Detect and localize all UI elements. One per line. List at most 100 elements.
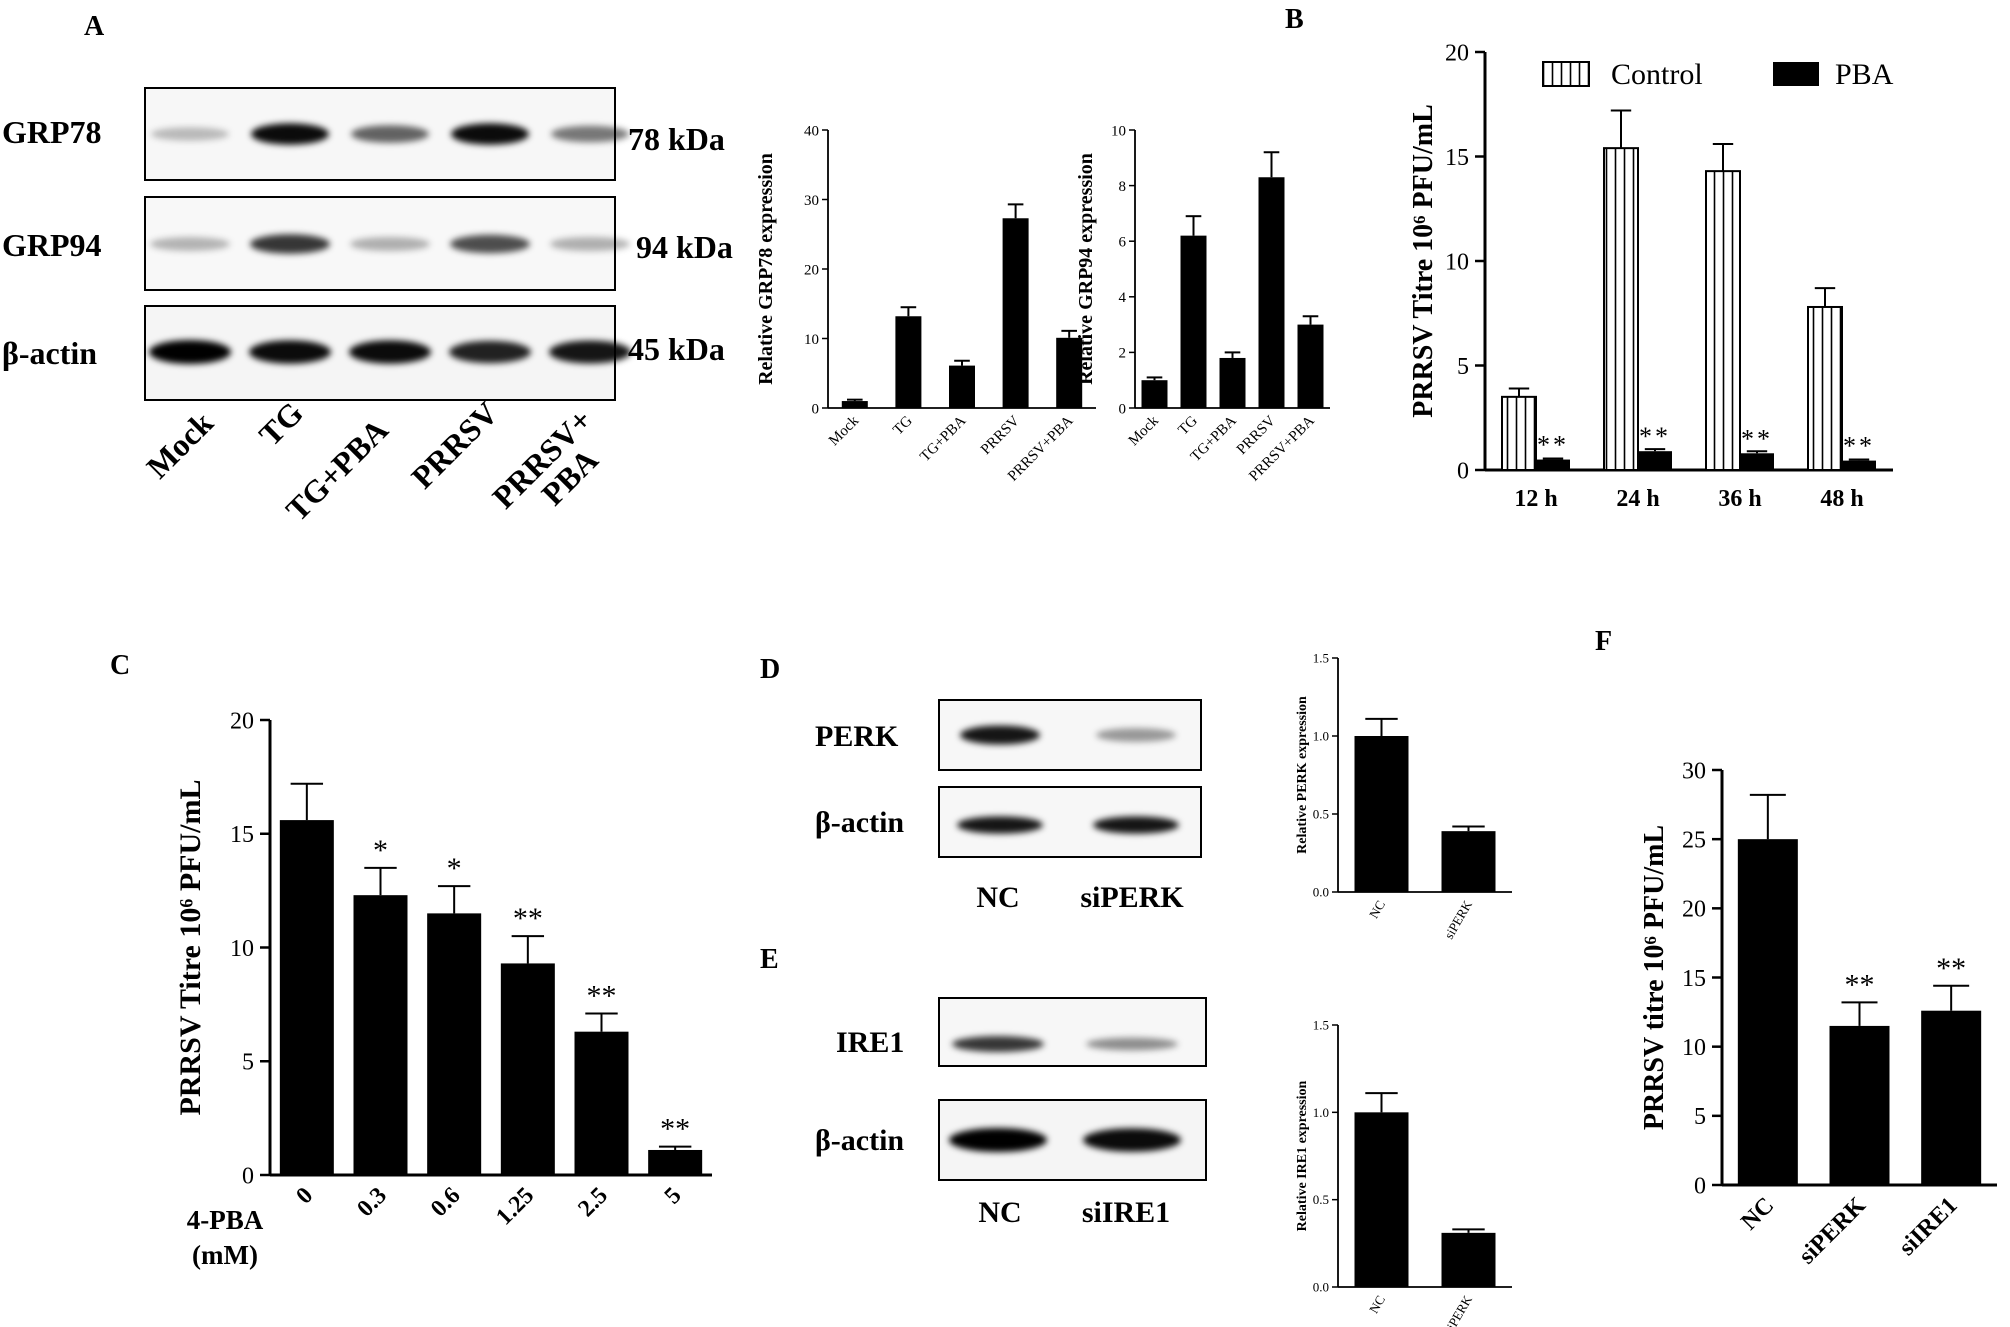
chart-e-ire1: 0.0 0.5 1.0 1.5 Relative IRE1 expression NC si… xyxy=(1295,1018,1512,1327)
bar xyxy=(1297,324,1324,408)
bar-control xyxy=(1603,147,1639,471)
y-tick-label: 6 xyxy=(1119,234,1127,250)
panel-b: B 0 5 10 15 20 PRRSV Titre 10⁶ PFU/mL ** 12 h **… xyxy=(1285,4,1894,512)
x-tick-label: 5 xyxy=(660,1182,687,1209)
y-axis-label: Relative GRP94 expression xyxy=(1075,153,1097,385)
y-tick-label: 15 xyxy=(230,822,254,848)
x-tick-label: 0 xyxy=(291,1182,318,1209)
legend-swatch-control xyxy=(1542,61,1590,87)
blot-band xyxy=(550,236,630,252)
blot-bands xyxy=(150,234,630,254)
y-axis-label: Relative IRE1 expression xyxy=(1295,1080,1310,1231)
panel-d-letter: D xyxy=(760,654,780,685)
significance-mark: ** xyxy=(513,902,543,935)
blot-band xyxy=(150,237,230,251)
kda-label: 45 kDa xyxy=(628,331,725,367)
y-tick-label: 4 xyxy=(1119,290,1127,306)
lane-label: NC xyxy=(978,1196,1021,1229)
panel-a-lane-labels: Mock TG TG+PBA PRRSV PRRSV+ PBA xyxy=(139,394,605,527)
bar-control xyxy=(1705,170,1741,471)
significance-mark: ** xyxy=(1845,968,1875,1001)
y-tick-label: 10 xyxy=(230,936,254,962)
x-tick-label: 0.6 xyxy=(426,1182,466,1222)
y-tick-label: 0 xyxy=(1119,401,1127,417)
bar xyxy=(353,895,408,1175)
legend-label: Control xyxy=(1611,58,1703,91)
protein-label: β-actin xyxy=(815,806,904,839)
significance-mark: ** xyxy=(660,1113,690,1146)
y-tick-label: 20 xyxy=(230,708,254,734)
y-tick-label: 8 xyxy=(1119,179,1127,195)
panel-a-blot-row-2: GRP94 94 kDa xyxy=(2,196,733,291)
blot-band xyxy=(349,340,431,364)
blot-band xyxy=(949,1128,1047,1152)
blot-band xyxy=(549,340,631,364)
y-tick-label: 0 xyxy=(1457,458,1469,484)
bar xyxy=(895,316,922,408)
chart-b: 0 5 10 15 20 PRRSV Titre 10⁶ PFU/mL ** 12 h ** 24… xyxy=(1408,40,1894,512)
blot-band xyxy=(149,340,231,364)
blot-band xyxy=(551,125,629,143)
panel-d-blot-row-2: β-actin xyxy=(815,786,1202,858)
blot-bands xyxy=(149,340,631,364)
significance-mark: ** xyxy=(1936,952,1966,985)
y-tick-label: 5 xyxy=(242,1050,254,1076)
x-tick-label: 24 h xyxy=(1616,486,1659,512)
panel-d: D PERK β-actin NC siPERK 0.0 0.5 1.0 1.5 Rel… xyxy=(760,651,1512,941)
x-tick-label: Mock xyxy=(1126,413,1162,449)
panel-e-blot-row-2: β-actin xyxy=(815,1099,1207,1181)
chart-d-perk: 0.0 0.5 1.0 1.5 Relative PERK expression NC si… xyxy=(1295,651,1512,941)
significance-mark: ** xyxy=(1537,431,1569,460)
y-tick-label: 15 xyxy=(1445,145,1469,171)
bar xyxy=(574,1031,629,1175)
blot-band xyxy=(250,234,330,254)
panel-e-letter: E xyxy=(760,944,779,975)
significance-mark: ** xyxy=(587,979,617,1012)
bar xyxy=(1219,357,1246,408)
bar xyxy=(279,820,334,1175)
x-tick-label: TG+PBA xyxy=(917,413,969,465)
panel-a-letter: A xyxy=(84,11,105,42)
y-tick-label: 0.0 xyxy=(1313,885,1329,900)
lane-label: siPERK xyxy=(1080,881,1184,914)
panel-f-letter: F xyxy=(1595,626,1612,657)
y-axis-label: PRRSV titre 10⁶ PFU/mL xyxy=(1639,825,1670,1130)
bar xyxy=(1921,1010,1982,1185)
bar xyxy=(1737,839,1798,1185)
x-tick-label: NC xyxy=(1736,1192,1779,1235)
panel-a-blot-row-1: GRP78 78 kDa xyxy=(2,87,725,181)
lane-label: siIRE1 xyxy=(1082,1196,1170,1229)
y-axis-label: PRRSV Titre 10⁶ PFU/mL xyxy=(174,780,207,1116)
lane-label: Mock xyxy=(139,404,220,485)
x-tick-label: 2.5 xyxy=(573,1182,613,1222)
chart-grp78: 0 10 20 30 40 Relative GRP78 expression Mock TG… xyxy=(755,123,1096,485)
y-tick-label: 0 xyxy=(1694,1173,1706,1199)
bar xyxy=(1829,1025,1890,1185)
blot-band xyxy=(1086,1037,1178,1051)
significance-mark: * xyxy=(373,834,388,867)
protein-label: GRP94 xyxy=(2,227,102,263)
kda-label: 94 kDa xyxy=(636,229,733,265)
x-tick-label: NC xyxy=(1366,898,1388,921)
y-tick-label: 1.5 xyxy=(1313,1018,1329,1033)
blot-bands xyxy=(949,1128,1181,1152)
y-tick-label: 10 xyxy=(1111,123,1126,139)
bar xyxy=(841,401,868,408)
x-tick-label: 48 h xyxy=(1820,486,1863,512)
blot-band xyxy=(450,234,530,254)
blot-band xyxy=(151,127,229,141)
blot-band xyxy=(351,125,429,143)
bar-control xyxy=(1501,395,1537,472)
blot-bands xyxy=(952,1036,1178,1052)
panel-c-letter: C xyxy=(110,650,130,681)
x-tick-label: Mock xyxy=(826,413,862,449)
bar-pba xyxy=(1740,453,1774,470)
y-tick-label: 5 xyxy=(1457,354,1469,380)
bar xyxy=(1441,831,1496,892)
y-tick-label: 1.5 xyxy=(1313,651,1329,666)
bar xyxy=(1002,218,1029,408)
x-tick-label: 36 h xyxy=(1718,486,1761,512)
y-tick-label: 10 xyxy=(1682,1035,1706,1061)
y-tick-label: 40 xyxy=(804,123,819,139)
